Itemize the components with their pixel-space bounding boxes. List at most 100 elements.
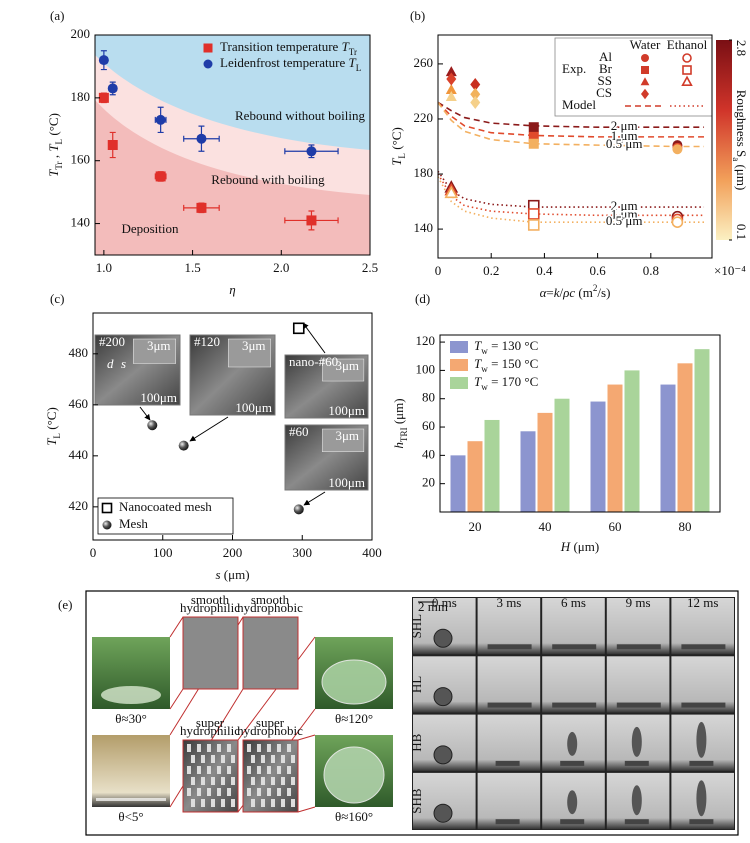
bar bbox=[467, 441, 483, 512]
x-tick-label: 0 bbox=[90, 545, 97, 560]
marker bbox=[147, 420, 158, 431]
droplet bbox=[433, 687, 453, 707]
surface-label: hydrophobic bbox=[237, 723, 303, 738]
model-label: 0.5 μm bbox=[606, 213, 643, 228]
pillar bbox=[217, 788, 221, 796]
colorbar bbox=[716, 40, 732, 240]
label-part: = 130 °C bbox=[488, 338, 538, 353]
pillar bbox=[197, 744, 201, 752]
pillar bbox=[227, 766, 231, 774]
pillar bbox=[257, 744, 261, 752]
y-tick-label: 200 bbox=[71, 26, 91, 41]
region-label: Deposition bbox=[121, 221, 179, 236]
marker bbox=[306, 146, 317, 157]
pillar bbox=[277, 788, 281, 796]
legend-marker bbox=[682, 53, 692, 63]
row-label: SHL bbox=[409, 614, 424, 639]
pillar bbox=[197, 788, 201, 796]
legend-group: Exp. bbox=[562, 61, 586, 76]
panel-label: (d) bbox=[415, 291, 430, 306]
pillar bbox=[267, 788, 271, 796]
x-tick-label: 100 bbox=[153, 545, 173, 560]
label-part: w bbox=[481, 382, 488, 392]
legend-box bbox=[97, 497, 234, 535]
y-tick-label: 100 bbox=[416, 361, 436, 376]
splash bbox=[689, 760, 714, 766]
legend-label: Tw = 130 °C bbox=[474, 338, 538, 356]
inset-label: #60 bbox=[289, 424, 309, 439]
legend-marker bbox=[640, 77, 650, 86]
inset-mark: d bbox=[107, 356, 114, 371]
inset-label: #200 bbox=[99, 334, 125, 349]
bar bbox=[537, 412, 553, 512]
bar bbox=[520, 431, 536, 512]
x-tick-label: 0 bbox=[435, 263, 442, 278]
pillar bbox=[281, 799, 285, 807]
marker bbox=[155, 171, 166, 182]
legend-label: Nanocoated mesh bbox=[119, 499, 212, 514]
label-part: T bbox=[44, 438, 59, 446]
pillar bbox=[287, 788, 291, 796]
legend-marker bbox=[102, 520, 112, 530]
marker bbox=[98, 92, 109, 103]
label-part: (μm) bbox=[570, 539, 599, 554]
bar bbox=[624, 370, 640, 512]
x-axis-title: α=k/ρc (m2/s) bbox=[540, 283, 611, 300]
droplet bbox=[433, 628, 453, 648]
label-part: /s) bbox=[597, 285, 610, 300]
label-part: = bbox=[546, 285, 553, 300]
plot-frame bbox=[439, 334, 721, 513]
marker bbox=[293, 504, 304, 515]
label-part: α bbox=[540, 285, 548, 300]
x-multiplier: ×10⁻⁴ bbox=[714, 263, 746, 278]
surface-label: super bbox=[196, 715, 225, 730]
legend-marker bbox=[641, 66, 649, 74]
y-tick-label: 80 bbox=[422, 390, 435, 405]
pillar bbox=[261, 777, 265, 785]
splash bbox=[552, 644, 597, 650]
label-part: T bbox=[474, 356, 482, 371]
pillar bbox=[267, 744, 271, 752]
splash bbox=[681, 702, 726, 708]
pillar bbox=[207, 744, 211, 752]
jet bbox=[696, 721, 707, 758]
panel-label: (b) bbox=[410, 8, 425, 23]
pillar bbox=[221, 799, 225, 807]
label-part: L bbox=[397, 153, 407, 159]
arrow bbox=[189, 416, 229, 442]
legend-row: SS bbox=[598, 73, 612, 88]
inset-scale: 3μm bbox=[335, 428, 359, 443]
label-part: , bbox=[46, 152, 61, 162]
label-part: w bbox=[481, 346, 488, 356]
label-part: k bbox=[554, 285, 560, 300]
pillar bbox=[231, 777, 235, 785]
row-label: HB bbox=[409, 733, 424, 751]
pillar bbox=[251, 755, 255, 763]
region-label: Rebound without boiling bbox=[235, 108, 366, 123]
legend-row: Al bbox=[599, 49, 612, 64]
x-tick-label: 0.2 bbox=[483, 263, 499, 278]
marker bbox=[470, 95, 481, 109]
pillar bbox=[231, 755, 235, 763]
legend-column: Ethanol bbox=[667, 37, 708, 52]
droplet bbox=[323, 746, 385, 804]
y-axis-title: TTr , TL (°C) bbox=[46, 113, 64, 177]
colorbar-tick-label: 0.1 bbox=[734, 224, 749, 240]
splash bbox=[681, 644, 726, 650]
pillar bbox=[211, 777, 215, 785]
photo bbox=[92, 735, 170, 807]
label-part: Roughness S bbox=[734, 90, 749, 158]
legend-swatch bbox=[450, 359, 468, 371]
pillar bbox=[217, 744, 221, 752]
time-label: 6 ms bbox=[561, 595, 586, 610]
surface-label: hydrophilic bbox=[180, 600, 240, 615]
x-axis-title: s (μm) bbox=[215, 567, 249, 582]
legend-marker bbox=[203, 59, 213, 69]
droplet bbox=[321, 659, 387, 705]
pillar bbox=[227, 788, 231, 796]
pillar bbox=[287, 744, 291, 752]
pillar bbox=[191, 755, 195, 763]
marker bbox=[155, 114, 166, 125]
label-part: TRI bbox=[399, 427, 409, 442]
